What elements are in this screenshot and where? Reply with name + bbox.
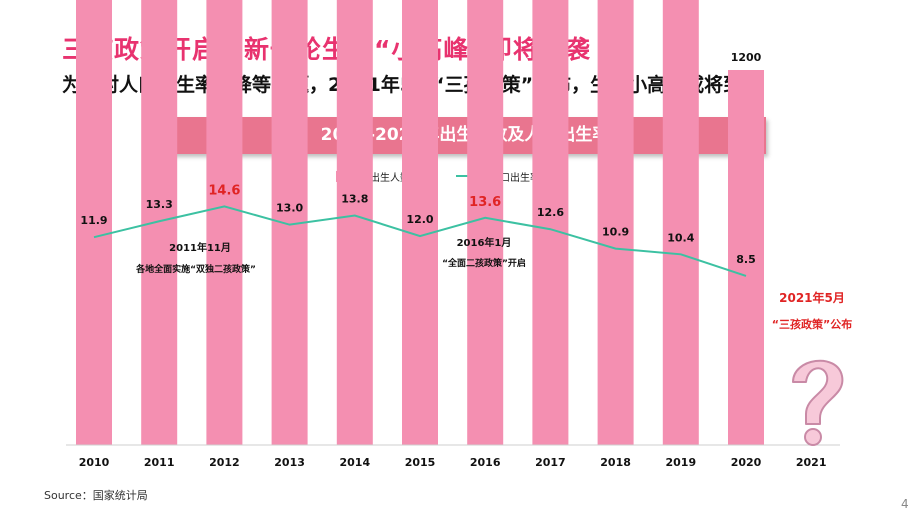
- bar-2020: [728, 70, 764, 445]
- annotation-2011-date: 2011年11月: [169, 241, 231, 254]
- annotation-2016-text: “全面二孩政策”开启: [442, 257, 526, 269]
- x-tick-2017: 2017: [535, 456, 566, 469]
- annotation-2016-date: 2016年1月: [457, 236, 512, 249]
- x-tick-2015: 2015: [405, 456, 436, 469]
- rate-label-2018: 10.9: [602, 226, 629, 239]
- rate-label-2020: 8.5: [736, 253, 756, 266]
- x-tick-2018: 2018: [600, 456, 631, 469]
- rate-label-2013: 13.0: [276, 202, 303, 215]
- x-tick-2013: 2013: [274, 456, 305, 469]
- question-mark-icon: [792, 359, 844, 425]
- bar-2014: [336, 0, 373, 445]
- x-tick-2010: 2010: [79, 456, 110, 469]
- annotation-2021-text: “三孩政策”公布: [772, 317, 852, 331]
- bar-2010: [76, 0, 112, 445]
- rate-label-2015: 12.0: [406, 213, 433, 226]
- rate-label-2011: 13.3: [146, 198, 173, 211]
- birth-rate-line: [93, 205, 747, 277]
- x-tick-2021: 2021: [796, 456, 827, 469]
- x-tick-2014: 2014: [339, 456, 370, 469]
- bar-label-2020: 1200: [731, 51, 762, 64]
- x-tick-2011: 2011: [144, 456, 175, 469]
- bar-2015: [402, 0, 438, 445]
- annotation-2011-text: 各地全面实施“双独二孩政策”: [135, 263, 256, 275]
- page-number: 4: [901, 497, 909, 511]
- x-tick-2016: 2016: [470, 456, 501, 469]
- x-tick-2020: 2020: [731, 456, 762, 469]
- source-note: Source：国家统计局: [44, 489, 148, 502]
- rate-label-2010: 11.9: [80, 214, 107, 227]
- rate-label-2014: 13.8: [341, 193, 368, 206]
- bar-2012: [206, 0, 243, 445]
- rate-label-2019: 10.4: [667, 231, 694, 244]
- rate-label-2017: 12.6: [537, 206, 564, 219]
- rate-label-2016: 13.6: [469, 195, 501, 210]
- bar-2018: [597, 0, 634, 445]
- bar-2017: [532, 0, 569, 445]
- annotation-2021-date: 2021年5月: [779, 290, 845, 305]
- bar-2011: [141, 0, 178, 445]
- x-tick-2012: 2012: [209, 456, 240, 469]
- bar-2019: [662, 0, 699, 445]
- question-mark-dot: [804, 428, 822, 446]
- rate-label-2012: 14.6: [208, 183, 240, 198]
- bar-2016: [467, 0, 504, 445]
- x-tick-2019: 2019: [665, 456, 696, 469]
